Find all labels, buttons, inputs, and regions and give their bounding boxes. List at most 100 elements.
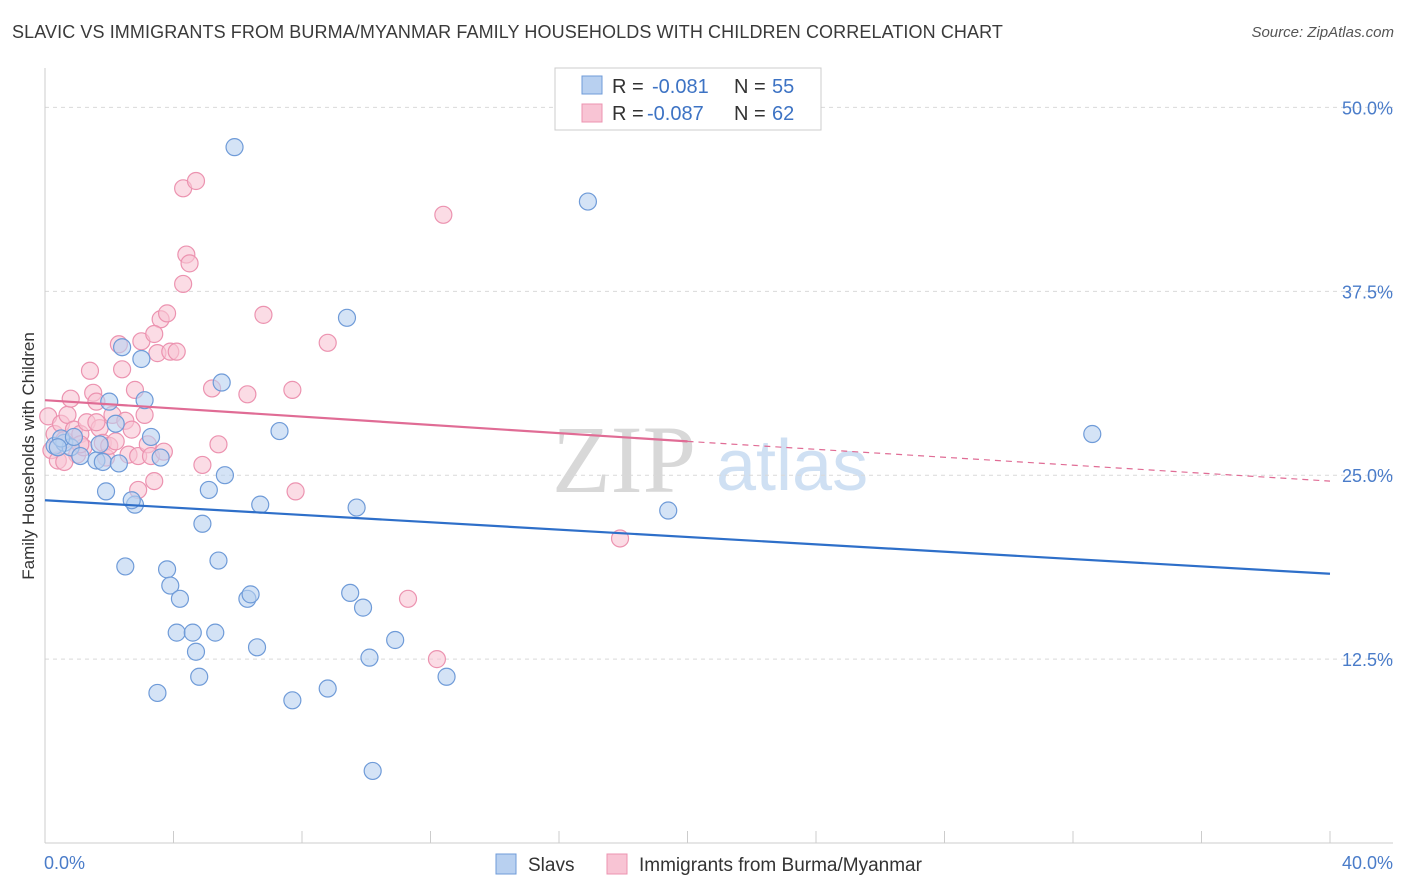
data-point-slavs bbox=[148, 683, 167, 703]
data-point-burma bbox=[283, 380, 302, 399]
bottom-legend-swatch-slavs bbox=[495, 853, 517, 875]
source-credit: Source: ZipAtlas.com bbox=[1251, 24, 1394, 41]
data-point-slavs bbox=[170, 589, 190, 608]
data-point-burma bbox=[434, 205, 453, 224]
data-point-slavs bbox=[96, 482, 116, 501]
data-point-slavs bbox=[190, 667, 209, 686]
data-point-burma bbox=[157, 304, 177, 323]
data-point-slavs bbox=[167, 623, 186, 642]
data-point-slavs bbox=[337, 308, 357, 327]
data-point-slavs bbox=[93, 452, 112, 472]
data-point-burma bbox=[145, 471, 164, 491]
data-point-slavs bbox=[209, 551, 228, 570]
data-point-slavs bbox=[132, 349, 151, 369]
data-point-slavs bbox=[659, 501, 678, 520]
y-tick-label: 50.0% bbox=[1342, 98, 1393, 118]
data-point-slavs bbox=[247, 638, 267, 657]
data-point-slavs bbox=[90, 435, 109, 454]
data-point-burma bbox=[145, 324, 164, 344]
data-point-slavs bbox=[135, 391, 154, 410]
data-point-burma bbox=[186, 171, 206, 191]
data-point-slavs bbox=[241, 585, 260, 604]
data-point-slavs bbox=[437, 667, 456, 686]
legend-r-value-slavs: -0.081 bbox=[652, 76, 709, 98]
trendline-slavs bbox=[44, 499, 1331, 575]
data-point-burma bbox=[87, 413, 106, 432]
series-burma-points bbox=[39, 171, 630, 669]
data-point-slavs bbox=[151, 448, 170, 467]
gridlines bbox=[45, 106, 1393, 660]
data-point-slavs bbox=[318, 679, 337, 698]
series-slavs-points bbox=[45, 138, 1102, 781]
y-tick-label: 37.5% bbox=[1342, 282, 1393, 302]
data-point-slavs bbox=[141, 427, 161, 447]
data-point-burma bbox=[286, 482, 305, 501]
legend-r-value-burma: -0.087 bbox=[647, 103, 704, 125]
data-point-burma bbox=[174, 274, 193, 294]
bottom-legend-swatch-burma bbox=[606, 853, 628, 875]
data-point-slavs bbox=[386, 630, 405, 650]
watermark-zip: ZIP bbox=[552, 406, 696, 513]
data-point-slavs bbox=[363, 761, 382, 781]
data-point-burma bbox=[209, 435, 228, 454]
x-tick-label-min: 0.0% bbox=[44, 853, 85, 873]
data-point-slavs bbox=[48, 438, 67, 457]
data-point-burma bbox=[180, 254, 199, 273]
data-point-burma bbox=[80, 361, 100, 380]
data-point-slavs bbox=[341, 583, 360, 603]
data-point-slavs bbox=[161, 576, 180, 595]
data-point-slavs bbox=[251, 495, 270, 514]
data-point-slavs bbox=[64, 427, 84, 447]
data-point-slavs bbox=[106, 414, 125, 433]
data-point-slavs bbox=[206, 623, 225, 642]
data-point-slavs bbox=[193, 514, 212, 533]
data-point-slavs bbox=[225, 138, 244, 157]
legend-n-label-burma: N = bbox=[734, 103, 766, 125]
data-point-burma bbox=[427, 650, 447, 669]
series-legend: Slavs Immigrants from Burma/Myanmar bbox=[495, 853, 923, 876]
legend-n-label-slavs: N = bbox=[734, 76, 766, 98]
legend-r-label-burma: R = bbox=[612, 103, 644, 125]
tick-labels: 12.5% 25.0% 37.5% 50.0% 0.0% 40.0% bbox=[44, 98, 1393, 873]
data-point-slavs bbox=[360, 648, 379, 667]
trendline-burma bbox=[44, 399, 688, 443]
correlation-legend: R = -0.081 N = 55 R = -0.087 N = 62 bbox=[554, 67, 822, 131]
data-point-slavs bbox=[100, 392, 119, 411]
data-point-slavs bbox=[212, 373, 231, 392]
data-point-slavs bbox=[578, 192, 598, 211]
legend-r-label-slavs: R = bbox=[612, 76, 644, 98]
data-point-slavs bbox=[1083, 424, 1102, 444]
data-point-burma bbox=[112, 360, 132, 379]
watermark-atlas: atlas bbox=[716, 426, 868, 506]
data-point-slavs bbox=[116, 557, 135, 576]
data-point-slavs bbox=[157, 560, 177, 579]
bottom-legend-label-slavs: Slavs bbox=[528, 855, 574, 876]
data-point-slavs bbox=[347, 498, 366, 517]
legend-n-value-slavs: 55 bbox=[772, 76, 794, 98]
data-point-slavs bbox=[183, 623, 202, 642]
y-tick-label: 12.5% bbox=[1342, 650, 1393, 670]
data-point-burma bbox=[61, 389, 80, 408]
legend-swatch-slavs bbox=[581, 75, 603, 95]
data-point-burma bbox=[318, 333, 337, 352]
data-point-slavs bbox=[270, 421, 289, 441]
trendlines bbox=[44, 399, 1331, 575]
trendline-burma-extension bbox=[687, 440, 1331, 482]
data-point-slavs bbox=[215, 466, 234, 485]
bottom-legend-label-burma: Immigrants from Burma/Myanmar bbox=[639, 855, 923, 876]
data-point-slavs bbox=[283, 691, 302, 710]
data-point-slavs bbox=[353, 598, 373, 617]
data-point-burma bbox=[398, 589, 418, 608]
data-point-slavs bbox=[71, 446, 90, 466]
x-tick-label-max: 40.0% bbox=[1342, 853, 1393, 873]
data-point-slavs bbox=[199, 480, 218, 500]
data-point-burma bbox=[167, 342, 186, 361]
legend-swatch-burma bbox=[581, 103, 603, 123]
data-point-slavs bbox=[186, 642, 206, 661]
data-point-burma bbox=[122, 420, 141, 439]
data-point-burma bbox=[238, 385, 257, 404]
y-axis-label: Family Households with Children bbox=[19, 332, 38, 580]
data-point-burma bbox=[106, 432, 125, 451]
data-point-slavs bbox=[112, 338, 132, 357]
